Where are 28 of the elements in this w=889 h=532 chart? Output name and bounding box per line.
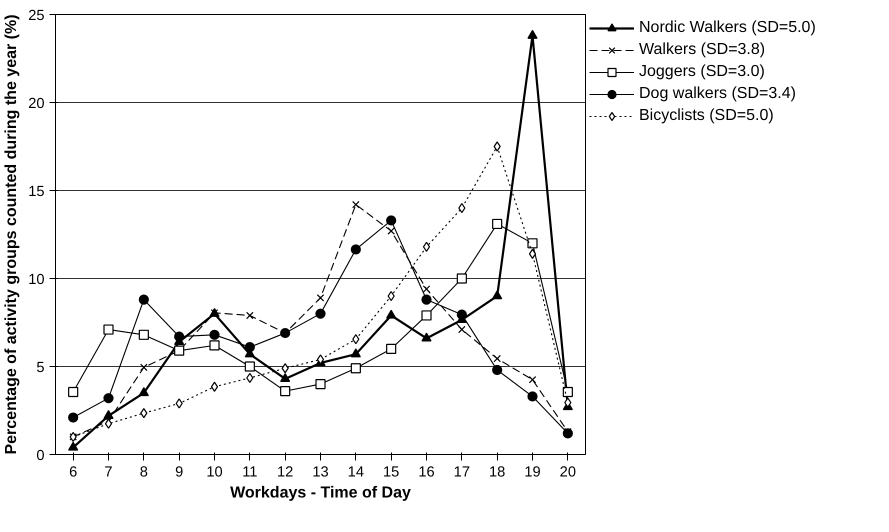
legend-label: Walkers (SD=3.8): [639, 41, 766, 59]
x-tick-label: 18: [489, 464, 506, 480]
x-tick-label: 7: [104, 464, 113, 480]
y-tick-label: 5: [36, 360, 45, 376]
y-tick-label: 20: [28, 96, 45, 112]
x-tick-label: 6: [69, 464, 78, 480]
x-tick-label: 10: [206, 464, 223, 480]
x-tick-label: 9: [175, 464, 184, 480]
legend-label: Dog walkers (SD=3.4): [639, 85, 796, 103]
legend-label: Joggers (SD=3.0): [639, 63, 765, 81]
x-tick-label: 8: [140, 464, 148, 480]
legend-label: Bicyclists (SD=5.0): [639, 107, 774, 125]
y-tick-label: 10: [28, 272, 45, 288]
x-tick-label: 13: [312, 464, 329, 480]
x-tick-label: 17: [454, 464, 470, 480]
y-axis-title: Percentage of activity groups counted during the year (%): [3, 14, 20, 455]
x-axis-title: Workdays - Time of Day: [230, 484, 411, 502]
x-tick-label: 12: [277, 464, 294, 480]
x-tick-label: 11: [242, 464, 258, 480]
x-tick-label: 14: [348, 464, 364, 480]
x-tick-label: 15: [383, 464, 400, 480]
legend-label: Nordic Walkers (SD=5.0): [639, 19, 816, 37]
y-tick-label: 25: [28, 8, 45, 24]
x-tick-label: 20: [560, 464, 576, 480]
y-tick-label: 0: [36, 448, 45, 464]
y-tick-label: 15: [28, 184, 45, 200]
x-tick-label: 16: [418, 464, 435, 480]
x-tick-label: 19: [524, 464, 541, 480]
